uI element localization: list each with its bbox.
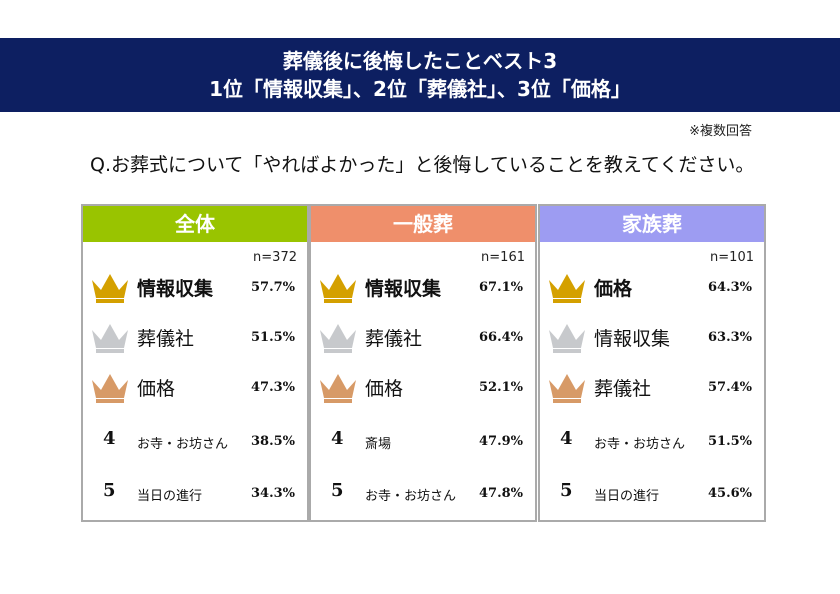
rank-label: 情報収集 — [594, 328, 671, 350]
rank-row-1: 価格 64.3% — [540, 266, 764, 306]
rank-number: 5 — [331, 480, 344, 501]
rank-value: 66.4% — [478, 330, 523, 345]
sample-size: n=161 — [481, 250, 525, 265]
rank-value: 57.7% — [250, 280, 295, 295]
rank-row-3: 価格 52.1% — [311, 366, 535, 406]
bronze-crown-icon — [92, 374, 128, 403]
rank-row-4: 4 斎場 47.9% — [311, 420, 535, 460]
rank-value: 57.4% — [707, 380, 752, 395]
rank-label: 葬儀社 — [137, 328, 195, 350]
rank-number: 5 — [103, 480, 116, 501]
column-all: 全体 n=372 情報収集 57.7% 葬儀社 51.5% 価格 47.3% 4… — [81, 204, 309, 522]
rank-value: 67.1% — [478, 280, 523, 295]
rank-value: 64.3% — [707, 280, 752, 295]
rank-row-5: 5 お寺・お坊さん 47.8% — [311, 472, 535, 512]
rank-label: 当日の進行 — [137, 489, 203, 504]
rank-row-2: 情報収集 63.3% — [540, 316, 764, 356]
gold-crown-icon — [92, 274, 128, 303]
rank-number: 4 — [560, 428, 573, 449]
rank-value: 47.9% — [478, 434, 523, 449]
rank-value: 51.5% — [250, 330, 295, 345]
rank-row-2: 葬儀社 66.4% — [311, 316, 535, 356]
multiple-answer-note: ※複数回答 — [689, 124, 752, 139]
column-general-funeral: 一般葬 n=161 情報収集 67.1% 葬儀社 66.4% 価格 52.1% … — [309, 204, 537, 522]
rank-value: 63.3% — [707, 330, 752, 345]
rank-label: お寺・お坊さん — [137, 437, 229, 452]
column-header-general-funeral: 一般葬 — [311, 206, 535, 242]
rank-label: 斎場 — [365, 437, 392, 452]
rank-row-3: 葬儀社 57.4% — [540, 366, 764, 406]
rank-row-4: 4 お寺・お坊さん 38.5% — [83, 420, 307, 460]
rank-row-4: 4 お寺・お坊さん 51.5% — [540, 420, 764, 460]
rank-label: 葬儀社 — [594, 378, 652, 400]
gold-crown-icon — [549, 274, 585, 303]
rank-label: 価格 — [594, 278, 633, 300]
bronze-crown-icon — [320, 374, 356, 403]
rank-row-5: 5 当日の進行 34.3% — [83, 472, 307, 512]
silver-crown-icon — [320, 324, 356, 353]
rank-row-2: 葬儀社 51.5% — [83, 316, 307, 356]
rank-row-1: 情報収集 67.1% — [311, 266, 535, 306]
title-line-2: 1位「情報収集」、2位「葬儀社」、3位「価格」 — [209, 77, 631, 101]
title-banner: 葬儀後に後悔したことベスト3 1位「情報収集」、2位「葬儀社」、3位「価格」 — [0, 38, 840, 112]
rank-row-3: 価格 47.3% — [83, 366, 307, 406]
rank-value: 52.1% — [478, 380, 523, 395]
rank-value: 45.6% — [707, 486, 752, 501]
column-family-funeral: 家族葬 n=101 価格 64.3% 情報収集 63.3% 葬儀社 57.4% … — [538, 204, 766, 522]
rank-label: 価格 — [365, 378, 404, 400]
rank-number: 4 — [331, 428, 344, 449]
column-header-all: 全体 — [83, 206, 307, 242]
rank-value: 51.5% — [707, 434, 752, 449]
rank-value: 34.3% — [250, 486, 295, 501]
silver-crown-icon — [549, 324, 585, 353]
title-line-1: 葬儀後に後悔したことベスト3 — [282, 49, 558, 73]
rank-number: 5 — [560, 480, 573, 501]
rank-label: 価格 — [137, 378, 176, 400]
column-header-family-funeral: 家族葬 — [540, 206, 764, 242]
rank-number: 4 — [103, 428, 116, 449]
silver-crown-icon — [92, 324, 128, 353]
rank-value: 47.3% — [250, 380, 295, 395]
rank-label: 情報収集 — [365, 278, 442, 300]
rank-value: 47.8% — [478, 486, 523, 501]
gold-crown-icon — [320, 274, 356, 303]
rank-label: 当日の進行 — [594, 489, 660, 504]
rank-label: 情報収集 — [137, 278, 214, 300]
bronze-crown-icon — [549, 374, 585, 403]
survey-question: Q.お葬式について「やればよかった」と後悔していることを教えてください。 — [90, 154, 755, 176]
rank-row-5: 5 当日の進行 45.6% — [540, 472, 764, 512]
rank-label: 葬儀社 — [365, 328, 423, 350]
sample-size: n=101 — [710, 250, 754, 265]
rank-label: お寺・お坊さん — [365, 489, 457, 504]
rank-row-1: 情報収集 57.7% — [83, 266, 307, 306]
rank-value: 38.5% — [250, 434, 295, 449]
rank-label: お寺・お坊さん — [594, 437, 686, 452]
sample-size: n=372 — [253, 250, 297, 265]
